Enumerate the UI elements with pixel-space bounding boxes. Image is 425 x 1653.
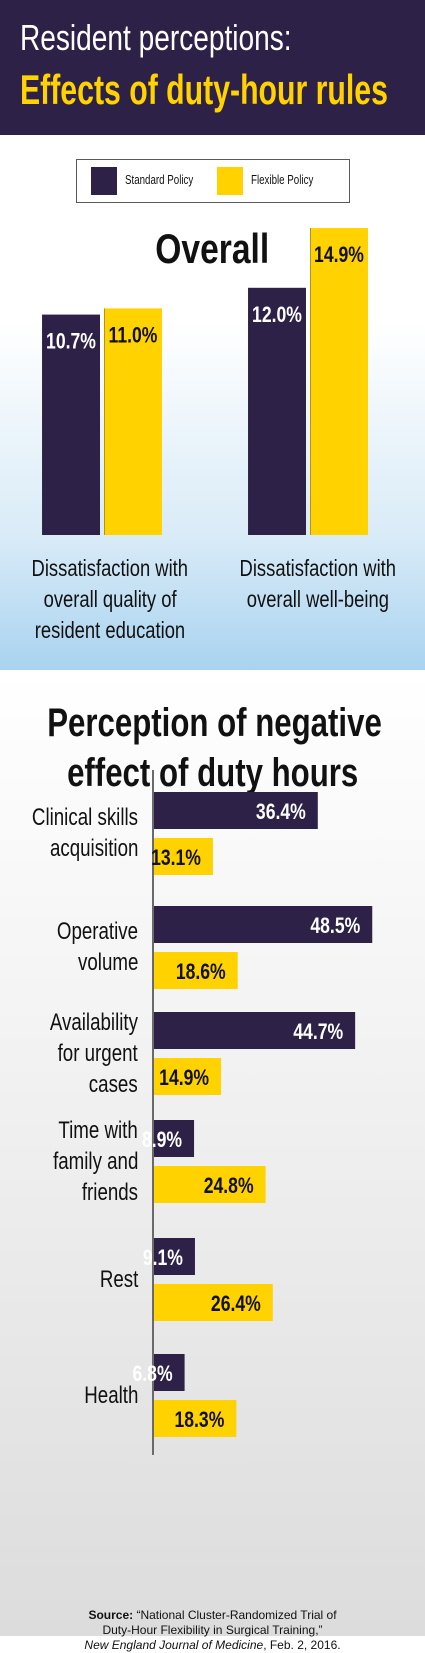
legend-swatch-standard — [91, 167, 117, 195]
overall-bar-label-flexible-0: 11.0% — [109, 324, 158, 348]
perception-bar-flexible-4 — [154, 1284, 273, 1321]
legend-label-flexible: Flexible Policy — [251, 172, 314, 187]
perception-bar-label-flexible-2: 14.9% — [159, 1066, 209, 1090]
overall-category-label-1: Dissatisfaction with overall well-being — [239, 555, 397, 612]
perception-bar-label-standard-2: 44.7% — [293, 1020, 343, 1044]
perception-row-label-2: Availability for urgent cases — [49, 1008, 138, 1098]
overall-bar-standard-1 — [248, 287, 306, 535]
legend: Standard Policy Flexible Policy — [76, 159, 350, 203]
perception-bar-flexible-5 — [154, 1400, 237, 1437]
perception-row-label-3: Time with family and friends — [52, 1116, 138, 1206]
perception-bar-flexible-0 — [154, 838, 213, 875]
perception-bar-label-standard-3: 8.9% — [142, 1128, 182, 1152]
perception-row-label-0: Clinical skills acquisition — [31, 804, 138, 862]
perception-bar-label-standard-5: 6.8% — [133, 1362, 173, 1386]
header-title-line2: Effects of duty-hour rules — [20, 66, 388, 113]
perception-bar-label-flexible-4: 26.4% — [211, 1292, 261, 1316]
perception-title: Perception of negative effect of duty ho… — [47, 701, 382, 795]
overall-bar-flexible-0 — [104, 308, 162, 535]
legend-label-standard: Standard Policy — [125, 172, 194, 187]
overall-bar-standard-0 — [42, 314, 100, 535]
perception-bar-label-flexible-1: 18.6% — [176, 960, 226, 984]
header-title-line1: Resident perceptions: — [20, 17, 292, 58]
perception-bar-standard-5 — [154, 1354, 185, 1391]
overall-bar-label-flexible-1: 14.9% — [314, 243, 364, 267]
source-text1: “National Cluster-Randomized Trial of — [133, 1608, 337, 1622]
overall-bar-label-standard-1: 12.0% — [252, 303, 302, 327]
perception-bar-flexible-1 — [154, 952, 238, 989]
perception-bar-label-standard-1: 48.5% — [310, 914, 360, 938]
overall-bar-flexible-1 — [310, 228, 368, 535]
perception-bar-flexible-3 — [154, 1166, 266, 1203]
overall-category-label-0: Dissatisfaction with overall quality of re… — [31, 555, 189, 643]
source-label: Source: — [88, 1608, 134, 1622]
perception-bar-standard-2 — [154, 1012, 356, 1049]
source-date: , Feb. 2, 2016. — [263, 1638, 341, 1652]
perception-bar-standard-0 — [154, 792, 318, 829]
header-banner: Resident perceptions: Effects of duty-ho… — [0, 0, 425, 135]
perception-bar-label-flexible-5: 18.3% — [174, 1408, 224, 1432]
perception-bar-flexible-2 — [154, 1058, 222, 1095]
source-citation: Source: “National Cluster-Randomized Tri… — [0, 1608, 425, 1653]
perception-bar-label-standard-0: 36.4% — [256, 800, 306, 824]
overall-section: Standard Policy Flexible Policy Overall … — [0, 135, 425, 670]
perception-bar-standard-3 — [154, 1120, 195, 1157]
perception-bar-label-flexible-0: 13.1% — [151, 846, 201, 870]
perception-bar-label-flexible-3: 24.8% — [204, 1174, 254, 1198]
perception-row-label-1: Operative volume — [56, 918, 138, 976]
perception-chart: 36.4% 48.5% 44.7% 8.9% 9.1% 6.8% 13.1% 18.6% 14.… — [133, 770, 373, 1455]
perception-row-label-5: Health — [83, 1381, 138, 1409]
perception-bar-label-standard-4: 9.1% — [143, 1246, 183, 1270]
overall-title: Overall — [155, 225, 270, 272]
perception-section: Perception of negative effect of duty ho… — [0, 670, 425, 1636]
source-journal: New England Journal of Medicine — [84, 1638, 264, 1652]
overall-bar-label-standard-0: 10.7% — [46, 330, 96, 354]
overall-chart: 10.7% 12.0% 11.0% 14.9% — [42, 228, 368, 535]
perception-bar-standard-1 — [154, 906, 373, 943]
source-text2: Duty-Hour Flexibility in Surgical Traini… — [102, 1623, 323, 1637]
legend-swatch-flexible — [217, 167, 243, 195]
perception-row-label-4: Rest — [99, 1265, 138, 1293]
perception-bar-standard-4 — [154, 1238, 195, 1275]
